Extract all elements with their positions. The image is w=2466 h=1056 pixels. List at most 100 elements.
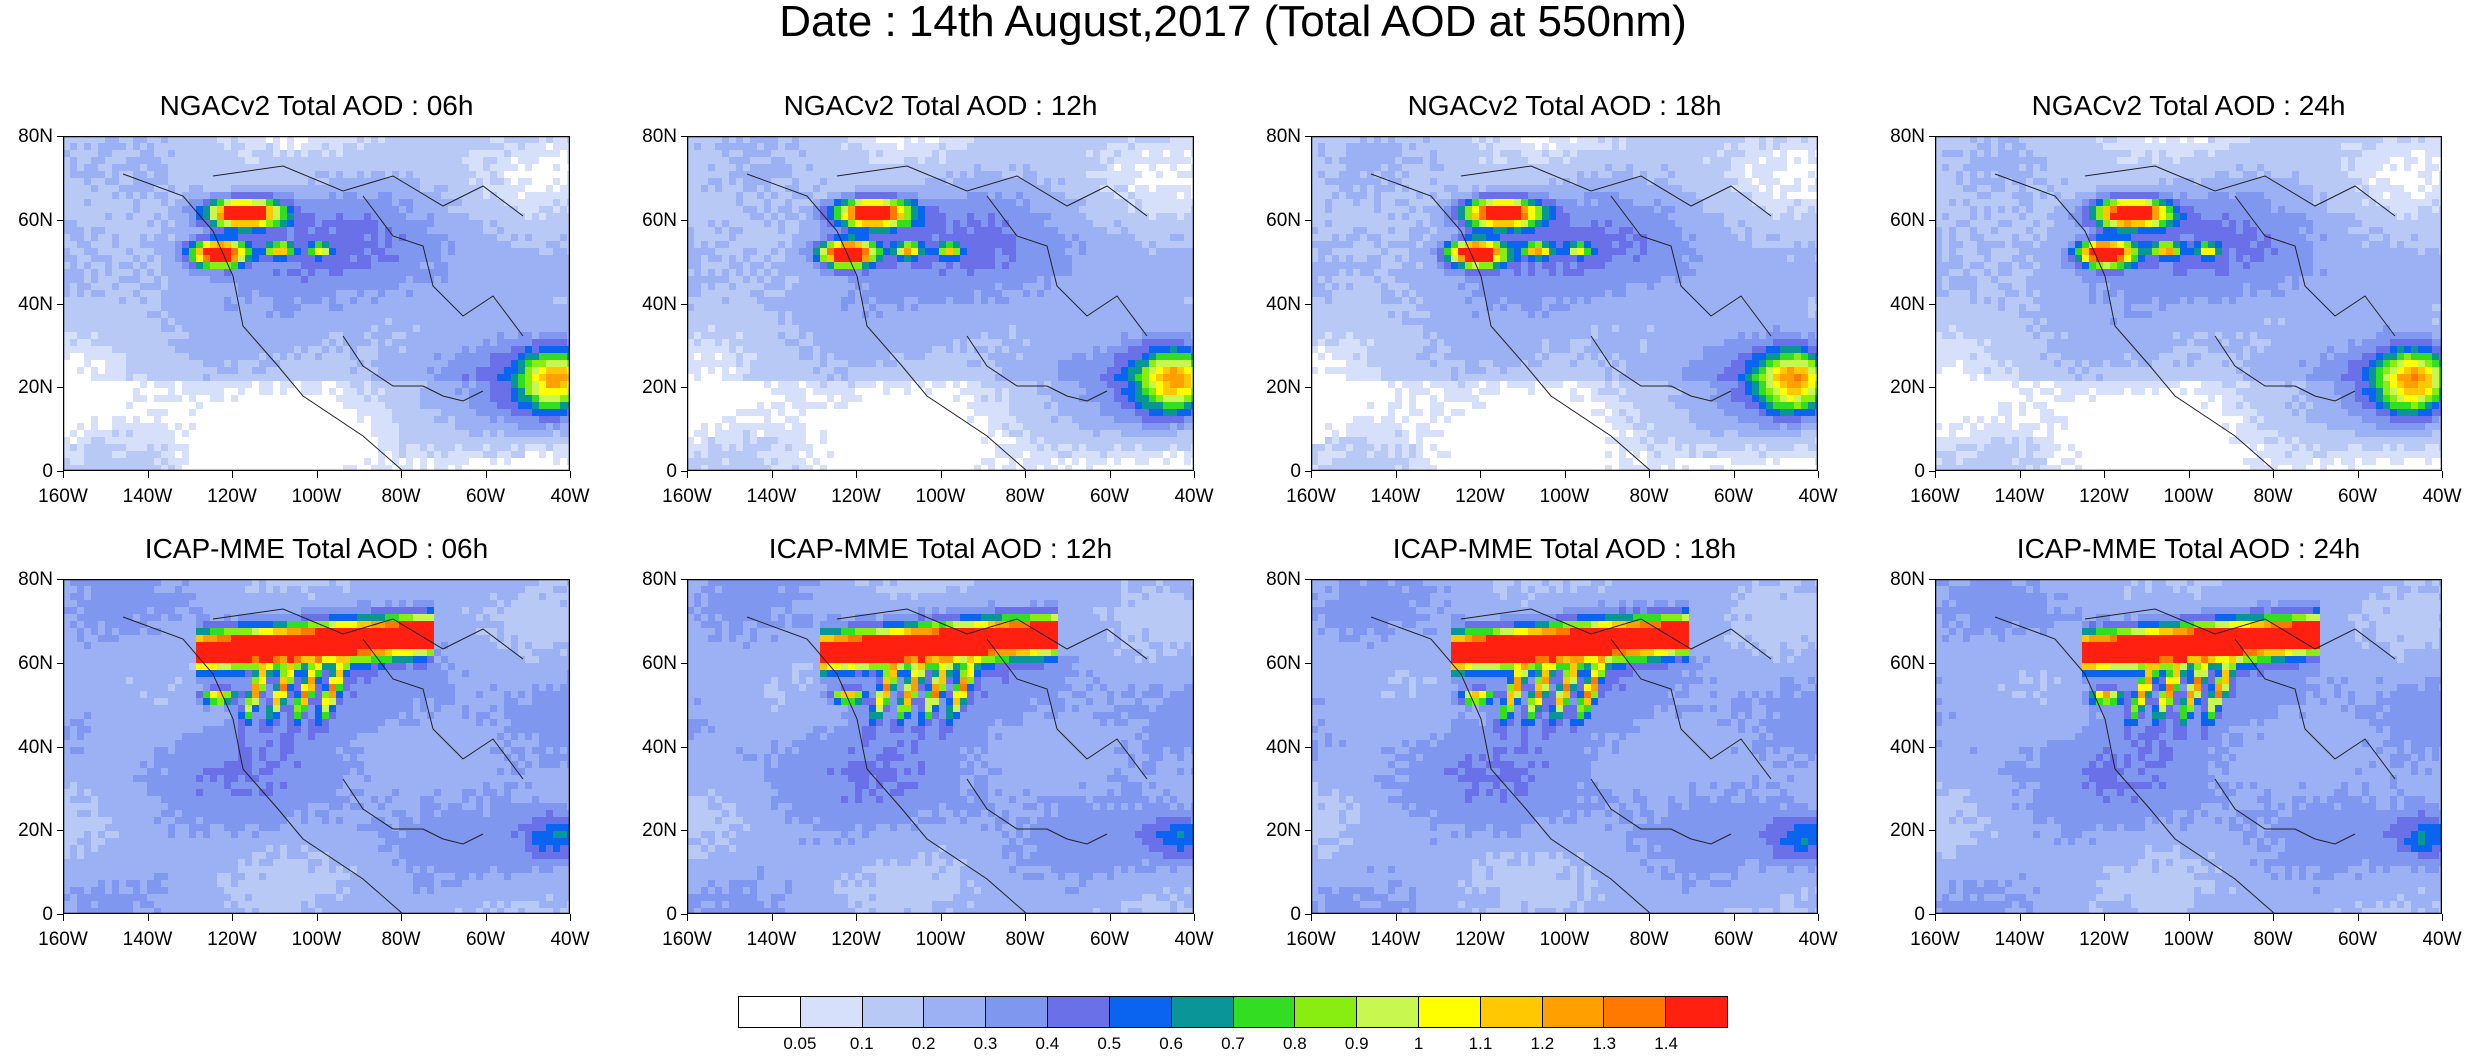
aod-map — [687, 136, 1194, 471]
lon-tick — [1564, 914, 1566, 921]
lon-tick — [1733, 914, 1735, 921]
colorbar-swatch — [1233, 997, 1296, 1027]
colorbar-swatch — [986, 997, 1049, 1027]
colorbar-swatch — [1418, 997, 1481, 1027]
lat-tick — [681, 219, 687, 221]
lat-tick — [57, 136, 63, 137]
lon-tick — [1935, 914, 1936, 921]
lat-tick — [57, 219, 63, 221]
lon-label: 100W — [1530, 930, 1600, 949]
lon-tick — [2273, 471, 2274, 478]
colorbar-swatch — [1357, 997, 1419, 1027]
lat-tick — [57, 662, 63, 664]
lon-tick — [687, 471, 688, 478]
lon-tick — [2442, 471, 2443, 478]
lon-label: 140W — [737, 930, 807, 949]
lon-label: 80W — [2238, 487, 2308, 506]
lon-tick — [1194, 471, 1195, 478]
lon-label: 160W — [1276, 930, 1346, 949]
lat-tick — [1929, 662, 1935, 664]
lat-tick — [1305, 219, 1311, 221]
lon-tick — [1025, 914, 1026, 921]
lat-tick — [1305, 471, 1311, 472]
lat-tick — [681, 830, 687, 832]
lon-label: 160W — [1900, 487, 1970, 506]
lat-label: 80N — [1881, 570, 1925, 589]
lon-tick — [2357, 471, 2359, 478]
lon-tick — [570, 914, 571, 921]
lat-label: 60N — [1257, 211, 1301, 230]
lon-tick — [1025, 471, 1026, 478]
lon-label: 80W — [366, 487, 436, 506]
lon-label: 120W — [197, 487, 267, 506]
lat-tick — [57, 579, 63, 580]
lat-label: 40N — [1257, 738, 1301, 757]
lat-tick — [57, 303, 63, 305]
lat-tick — [681, 579, 687, 580]
lon-tick — [940, 471, 942, 478]
colorbar-label: 0.6 — [1151, 1035, 1191, 1052]
colorbar-label: 0.05 — [780, 1035, 820, 1052]
lat-tick — [1305, 579, 1311, 580]
lon-label: 120W — [1445, 930, 1515, 949]
lon-label: 160W — [28, 930, 98, 949]
lon-label: 40W — [2407, 930, 2466, 949]
aod-map — [1311, 579, 1818, 914]
colorbar-swatch — [1666, 997, 1727, 1027]
panel-title: NGACv2 Total AOD : 24h — [1929, 92, 2449, 120]
lat-tick — [1305, 662, 1311, 664]
lat-label: 0 — [9, 905, 53, 924]
colorbar-swatch — [1295, 997, 1358, 1027]
lon-label: 40W — [535, 487, 605, 506]
lat-label: 60N — [1257, 654, 1301, 673]
lon-label: 160W — [28, 487, 98, 506]
lat-label: 80N — [9, 570, 53, 589]
lat-label: 40N — [1881, 738, 1925, 757]
colorbar-swatch — [1542, 997, 1605, 1027]
lat-tick — [681, 662, 687, 664]
colorbar-label: 1.3 — [1584, 1035, 1624, 1052]
lon-tick — [1818, 471, 1819, 478]
lon-label: 160W — [1276, 487, 1346, 506]
colorbar-label: 1.2 — [1522, 1035, 1562, 1052]
lon-tick — [485, 471, 487, 478]
lat-label: 80N — [1257, 127, 1301, 146]
lat-label: 20N — [633, 378, 677, 397]
lat-tick — [1305, 136, 1311, 137]
lon-tick — [2273, 914, 2274, 921]
lon-tick — [1480, 914, 1481, 921]
lon-tick — [1480, 471, 1481, 478]
lat-label: 0 — [633, 462, 677, 481]
lat-tick — [57, 471, 63, 472]
lat-tick — [681, 746, 687, 748]
lon-tick — [687, 914, 688, 921]
lat-tick — [1305, 746, 1311, 748]
colorbar — [738, 996, 1728, 1028]
lat-label: 20N — [1257, 821, 1301, 840]
lon-tick — [1649, 471, 1650, 478]
panel-title: ICAP-MME Total AOD : 24h — [1929, 535, 2449, 563]
lat-tick — [1929, 914, 1935, 915]
lon-tick — [2188, 914, 2190, 921]
lat-label: 20N — [9, 378, 53, 397]
lon-tick — [1109, 471, 1111, 478]
lon-tick — [1194, 914, 1195, 921]
lat-label: 80N — [1257, 570, 1301, 589]
lat-tick — [1929, 746, 1935, 748]
lat-label: 40N — [1257, 295, 1301, 314]
colorbar-label: 0.3 — [966, 1035, 1006, 1052]
aod-map — [1935, 579, 2442, 914]
lat-label: 0 — [1881, 462, 1925, 481]
lat-label: 20N — [1881, 378, 1925, 397]
lon-tick — [147, 471, 149, 478]
lon-label: 80W — [366, 930, 436, 949]
colorbar-swatch — [1048, 997, 1110, 1027]
lat-tick — [1929, 579, 1935, 580]
lon-label: 140W — [1361, 487, 1431, 506]
lat-label: 60N — [1881, 211, 1925, 230]
colorbar-label: 0.1 — [842, 1035, 882, 1052]
colorbar-swatch — [1109, 997, 1172, 1027]
lat-tick — [1305, 830, 1311, 832]
lon-tick — [1109, 914, 1111, 921]
lon-label: 120W — [1445, 487, 1515, 506]
